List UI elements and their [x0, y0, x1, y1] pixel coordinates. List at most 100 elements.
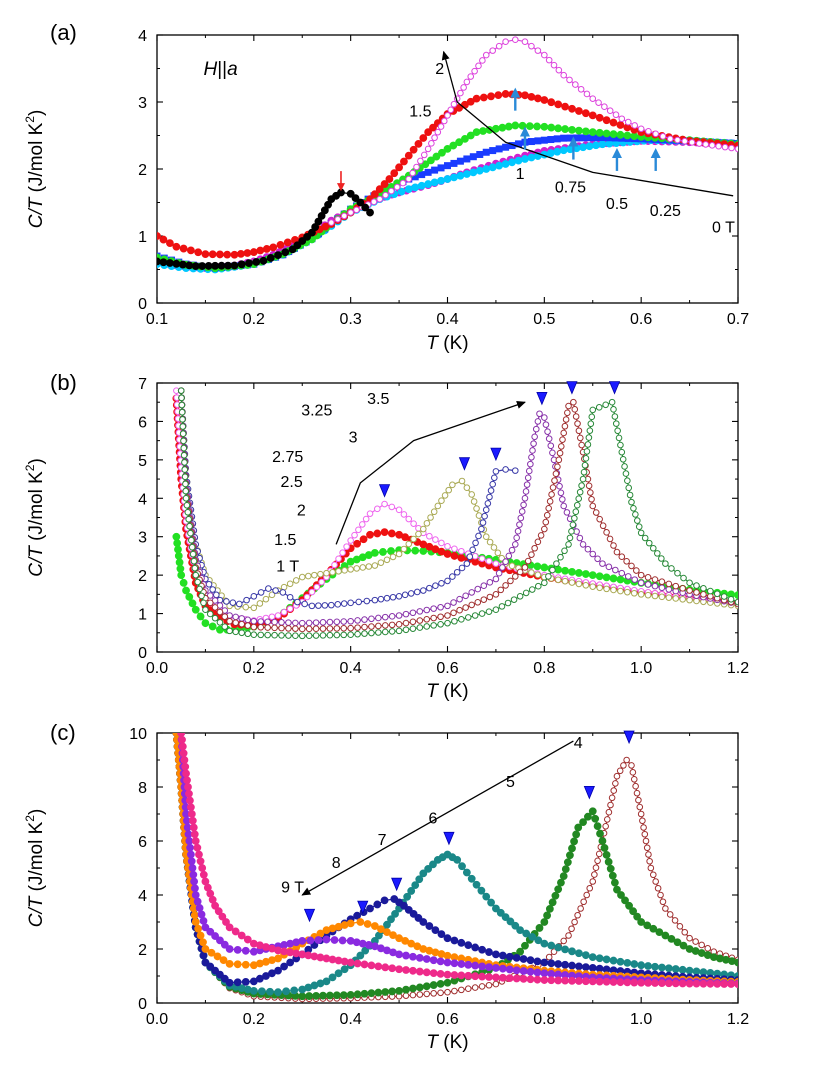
data-point — [702, 141, 710, 148]
data-point — [166, 259, 174, 267]
data-point — [292, 619, 299, 627]
data-point — [575, 580, 583, 588]
data-point — [662, 560, 669, 567]
data-point — [266, 987, 274, 996]
data-point — [438, 148, 446, 157]
data-point — [463, 560, 471, 567]
data-point — [554, 885, 563, 894]
data-point — [628, 562, 635, 570]
data-point — [577, 434, 584, 442]
data-point — [423, 606, 431, 614]
data-point — [472, 128, 481, 137]
transition-triangle-marker — [443, 831, 455, 846]
data-point — [666, 135, 674, 143]
data-point — [577, 85, 585, 93]
data-point — [645, 128, 652, 135]
data-point — [721, 143, 729, 151]
data-point — [319, 625, 327, 632]
data-point — [400, 511, 408, 518]
data-point — [512, 966, 521, 975]
data-point — [477, 886, 486, 895]
crossover-arrow-marker — [611, 147, 622, 171]
data-point — [244, 630, 252, 638]
data-point — [286, 580, 294, 588]
data-point — [533, 975, 542, 984]
data-point — [548, 491, 555, 498]
data-point — [471, 943, 480, 952]
data-point — [637, 918, 646, 926]
data-point — [457, 938, 466, 947]
data-point — [356, 918, 365, 926]
data-point — [534, 418, 542, 425]
data-point — [262, 245, 271, 253]
data-point — [527, 460, 534, 468]
data-point — [525, 467, 533, 475]
data-point — [579, 143, 587, 152]
data-point — [193, 897, 202, 906]
data-point — [361, 623, 368, 631]
data-point — [576, 534, 584, 542]
data-point — [606, 864, 615, 873]
data-point — [485, 557, 493, 565]
data-point — [545, 504, 552, 512]
data-point — [328, 601, 335, 609]
data-point — [373, 529, 382, 538]
data-point — [468, 589, 476, 596]
data-point — [265, 585, 272, 592]
data-point — [589, 583, 597, 590]
data-point — [602, 823, 609, 830]
data-point — [371, 562, 379, 569]
data-point — [520, 501, 527, 509]
data-point — [495, 42, 503, 50]
data-point — [502, 466, 509, 473]
data-point — [432, 536, 439, 543]
data-point — [479, 519, 487, 526]
data-point — [159, 235, 168, 244]
data-point — [540, 958, 549, 967]
transition-triangle-marker — [623, 730, 635, 745]
data-point — [589, 95, 597, 102]
data-point — [568, 976, 576, 985]
data-point — [385, 175, 394, 183]
data-point — [693, 589, 700, 596]
data-point — [624, 588, 631, 596]
data-point — [457, 971, 466, 980]
data-point — [674, 569, 681, 577]
data-point — [579, 134, 587, 142]
data-point — [353, 959, 362, 968]
data-point — [335, 568, 342, 575]
data-point — [409, 169, 416, 177]
data-point — [609, 118, 618, 127]
data-point — [436, 969, 445, 978]
data-point — [559, 496, 566, 503]
data-point — [180, 756, 189, 764]
data-point — [577, 905, 584, 912]
data-point — [581, 109, 590, 118]
data-point — [569, 521, 577, 529]
x-tick-label: 0.2 — [243, 311, 265, 328]
x-tick-label: 0.4 — [436, 311, 458, 328]
series-7 — [177, 387, 738, 640]
data-point — [356, 951, 365, 960]
data-point — [512, 953, 521, 962]
data-point — [370, 190, 379, 199]
data-point — [672, 582, 680, 590]
data-point — [391, 910, 399, 918]
data-point — [564, 409, 571, 417]
data-point — [593, 822, 602, 831]
transition-triangle-marker — [378, 484, 391, 498]
data-point — [195, 904, 204, 912]
data-point — [647, 864, 655, 872]
data-point — [554, 576, 562, 584]
data-point — [189, 550, 197, 558]
data-point — [319, 619, 327, 626]
data-point — [411, 546, 420, 555]
y-tick-label: 2 — [138, 942, 147, 959]
data-point — [191, 564, 199, 572]
data-point — [526, 975, 535, 984]
data-point — [159, 258, 168, 267]
field-value-label: 8 — [332, 855, 341, 872]
data-point — [370, 198, 378, 206]
data-point — [471, 984, 479, 991]
data-point — [463, 484, 471, 492]
